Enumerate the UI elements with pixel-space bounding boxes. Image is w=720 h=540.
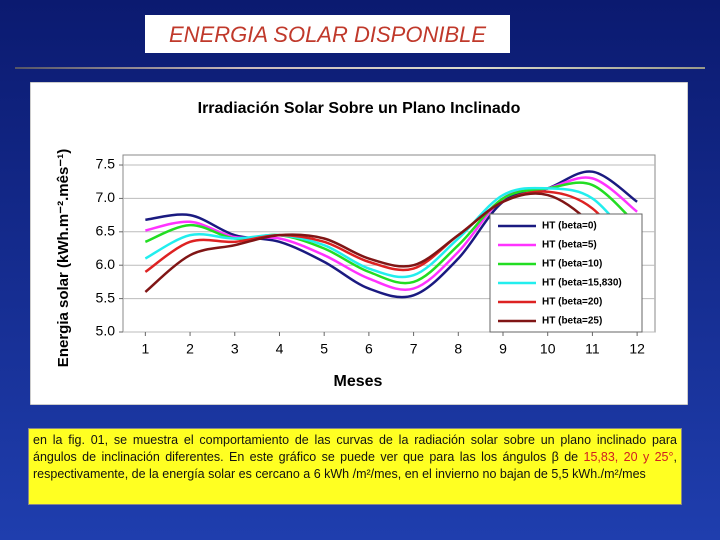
y-tick-label: 7.5 xyxy=(96,156,116,172)
series-line xyxy=(144,190,639,273)
slide-title: ENERGIA SOLAR DISPONIBLE xyxy=(145,15,510,53)
legend-label: HT (beta=20) xyxy=(542,297,602,308)
y-tick-label: 6.0 xyxy=(96,256,116,272)
legend-label: HT (beta=5) xyxy=(542,240,597,251)
caption-highlight: 15,83, 20 y 25° xyxy=(583,450,674,464)
x-tick-label: 8 xyxy=(454,341,462,357)
legend-label: HT (beta=25) xyxy=(542,316,602,327)
x-tick-label: 12 xyxy=(629,341,645,357)
legend-label: HT (beta=15,830) xyxy=(542,278,622,289)
x-tick-label: 6 xyxy=(365,341,373,357)
x-tick-label: 3 xyxy=(231,341,239,357)
x-tick-label: 4 xyxy=(276,341,284,357)
x-tick-label: 2 xyxy=(186,341,194,357)
x-tick-label: 9 xyxy=(499,341,507,357)
y-tick-label: 6.5 xyxy=(96,223,116,239)
legend-box xyxy=(489,213,643,333)
x-tick-label: 10 xyxy=(540,341,556,357)
legend-label: HT (beta=0) xyxy=(542,221,597,232)
x-tick-label: 1 xyxy=(141,341,149,357)
caption-text: en la fig. 01, se muestra el comportamie… xyxy=(33,433,677,464)
legend-label: HT (beta=10) xyxy=(542,259,602,270)
caption-text: , respectivamente, de la energía solar e… xyxy=(33,450,677,481)
series-line xyxy=(144,186,639,279)
y-tick-label: 7.0 xyxy=(96,189,116,205)
y-tick-label: 5.0 xyxy=(96,323,116,339)
x-tick-label: 7 xyxy=(410,341,418,357)
chart-title: Irradiación Solar Sobre un Plano Inclina… xyxy=(198,100,521,117)
y-tick-label: 5.5 xyxy=(96,289,116,305)
x-tick-label: 11 xyxy=(585,341,600,357)
x-axis-label: Meses xyxy=(334,373,383,390)
chart: Irradiación Solar Sobre un Plano Inclina… xyxy=(30,82,688,405)
y-axis-label: Energia solar (kWh.m⁻².mês⁻¹) xyxy=(55,149,72,367)
caption: en la fig. 01, se muestra el comportamie… xyxy=(28,428,682,505)
x-tick-label: 5 xyxy=(320,341,328,357)
series-line xyxy=(144,192,639,293)
divider xyxy=(15,67,705,69)
